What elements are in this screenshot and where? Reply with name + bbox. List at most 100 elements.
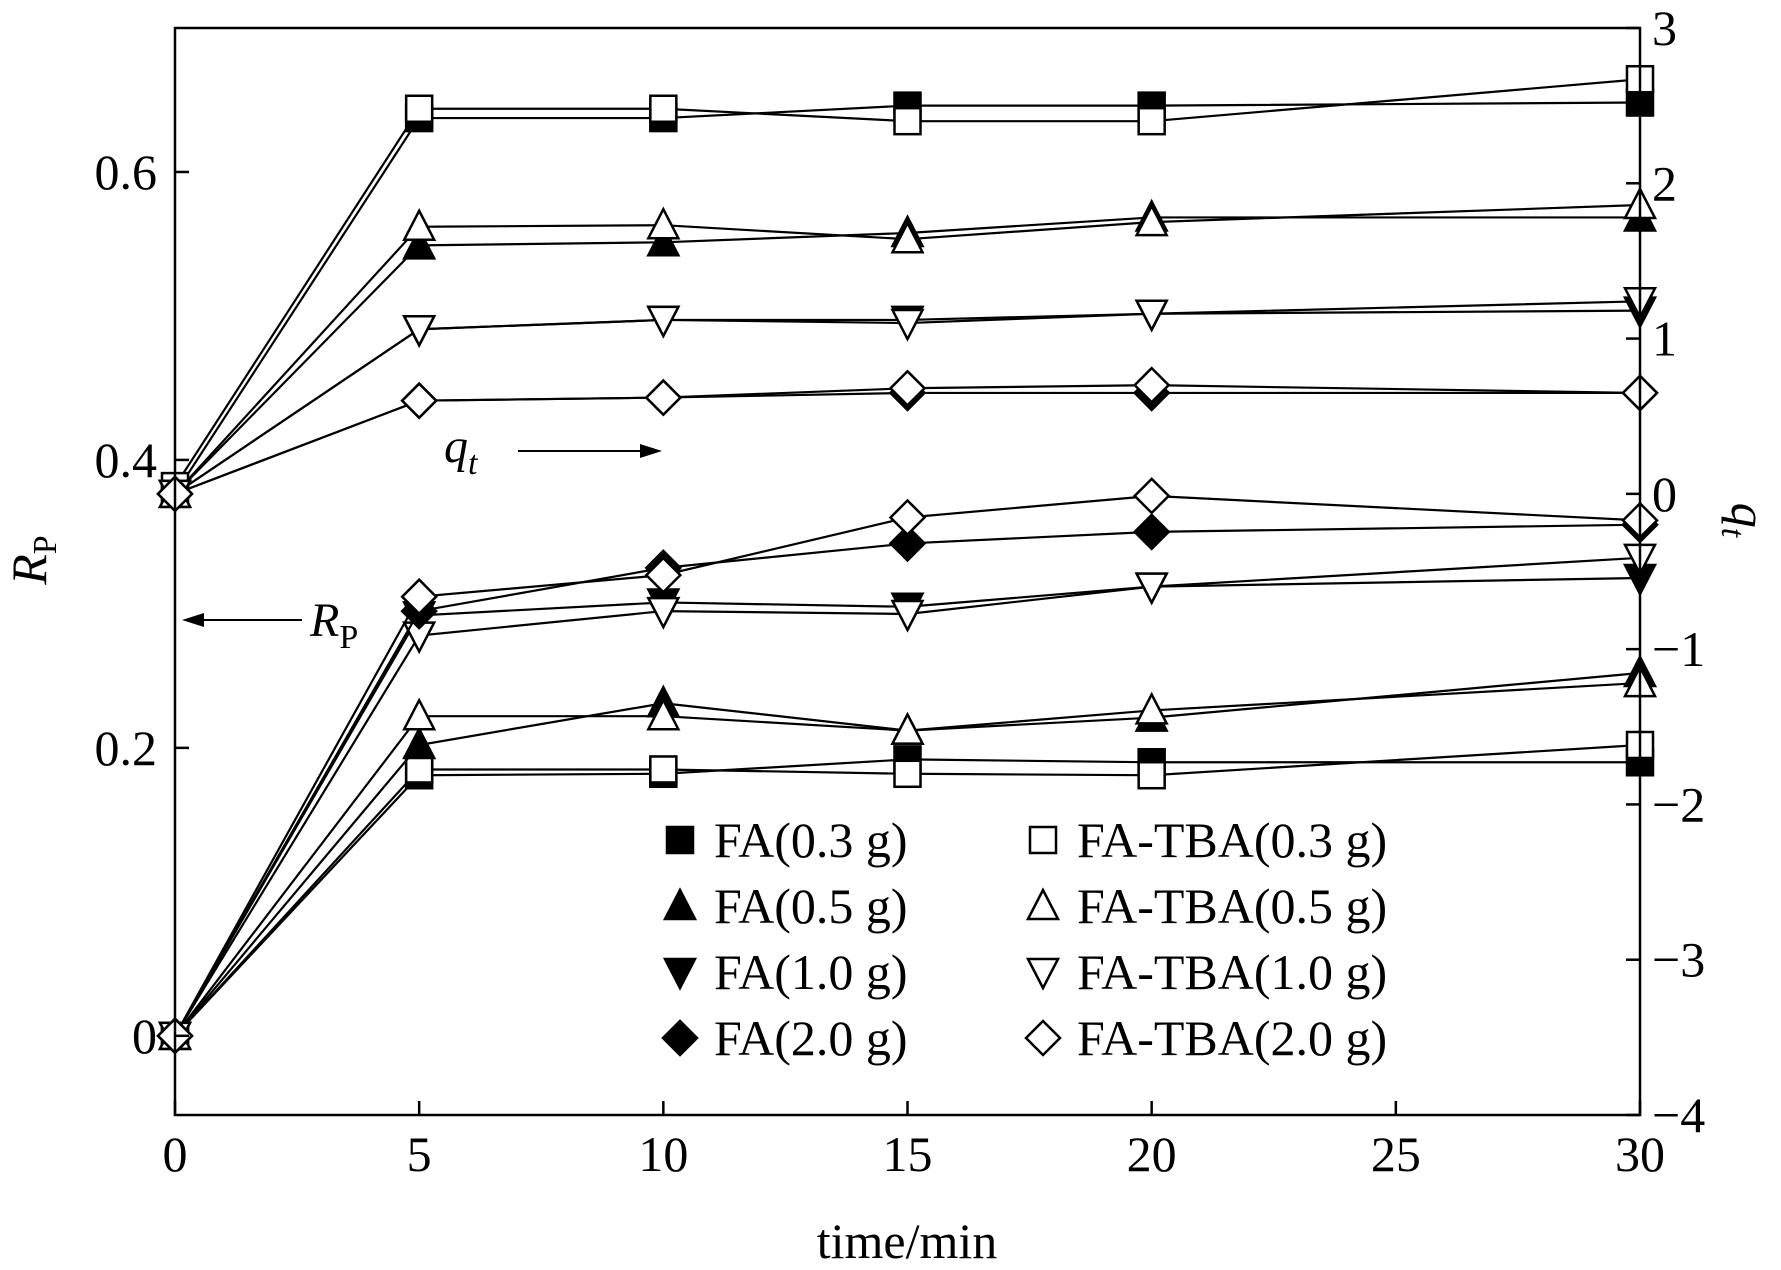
legend-marker-fa-tba-0-3-g [1028, 825, 1058, 855]
series-fa-tba-0-3-g-left-line [174, 743, 1641, 1037]
legend-item-fa-0-5-g: FA(0.5 g) [662, 878, 908, 934]
series-fa-tba-2-0-g-left-point-3 [888, 498, 927, 537]
series-layer [156, 64, 1659, 1055]
legend-label-fa-1-0-g: FA(1.0 g) [714, 944, 908, 1000]
series-fa-0-5-g-left-line [174, 671, 1641, 1037]
legend: FA(0.3 g) FA(0.5 g) FA(1.0 g) FA(2.0 g) FA-T… [661, 812, 1387, 1066]
x-tick-label: 30 [1615, 1126, 1665, 1182]
series-fa-tba-2-0-g-right-point-3 [888, 369, 927, 408]
series-fa-tba-0-3-g-left-point-3 [893, 759, 922, 789]
series-fa-tba-1-0-g-left-point-3 [890, 599, 925, 633]
y-right-tick-label: 0 [1652, 466, 1677, 522]
series-fa-tba-1-0-g-right-line [174, 300, 1641, 495]
legend-item-fa-2-0-g: FA(2.0 g) [661, 1010, 908, 1066]
legend-item-fa-tba-2-0-g: FA-TBA(2.0 g) [1024, 1010, 1387, 1066]
y-left-tick-label: 0.2 [95, 720, 158, 776]
series-fa-tba-2-0-g-right-point-1 [400, 381, 438, 420]
y-right-tick-label: −3 [1652, 932, 1705, 988]
x-tick-label: 0 [163, 1126, 188, 1182]
series-fa-tba-0-3-g-right-point-1 [404, 94, 434, 123]
legend-label-fa-tba-0-5-g: FA-TBA(0.5 g) [1077, 878, 1387, 934]
series-fa-tba-1-0-g-right-point-1 [402, 315, 437, 348]
series-fa-tba-0-3-g-left-point-4 [1137, 760, 1166, 790]
y-axis-left-title: RP [1, 535, 64, 585]
y-left-tick-label: 0.4 [95, 432, 158, 488]
y-right-tick-label: 2 [1652, 155, 1677, 211]
x-tick-label: 5 [407, 1126, 432, 1182]
qt-arrow-label: qt [444, 420, 479, 482]
y-right-tick-label: −1 [1652, 621, 1705, 677]
rp-arrow-annotation: RP [182, 594, 358, 656]
series-fa-tba-0-5-g-left-point-4 [1134, 691, 1169, 725]
legend-label-fa-0-5-g: FA(0.5 g) [714, 878, 908, 934]
series-fa-tba-0-5-g-left-point-3 [890, 711, 925, 745]
series-fa-tba-2-0-g-left [156, 477, 1659, 1055]
legend-item-fa-tba-0-5-g: FA-TBA(0.5 g) [1025, 878, 1387, 934]
legend-label-fa-tba-2-0-g: FA-TBA(2.0 g) [1077, 1010, 1387, 1066]
series-fa-tba-0-5-g-left-point-1 [402, 697, 437, 731]
y-axis-right-title-main: q [1721, 503, 1777, 528]
y-left-tick-label: 0.6 [95, 144, 158, 200]
y-right-tick-label: 1 [1652, 311, 1677, 367]
x-axis-title: time/min [817, 1213, 998, 1269]
rp-arrow-head [182, 613, 204, 627]
series-fa-0-3-g-left-line [174, 758, 1640, 1037]
qt-arrow-head [640, 444, 662, 458]
y-axis-left-title-main: R [1, 554, 57, 586]
legend-label-fa-0-3-g: FA(0.3 g) [714, 812, 908, 868]
series-fa-0-5-g-left-point-1 [402, 726, 437, 760]
legend-item-fa-tba-1-0-g: FA-TBA(1.0 g) [1025, 944, 1387, 1000]
legend-marker-fa-0-3-g [665, 825, 695, 855]
series-fa-tba-1-0-g-left-line [174, 556, 1641, 1037]
rp-arrow-label-sub: P [339, 619, 358, 656]
qt-arrow-label-sub: t [468, 445, 479, 482]
series-fa-tba-0-3-g-right-line [174, 78, 1641, 487]
series-fa-tba-0-5-g-right-point-4 [1134, 203, 1169, 237]
legend-marker-fa-0-5-g [662, 887, 698, 921]
series-fa-tba-2-0-g-left-point-2 [644, 556, 683, 594]
series-fa-0-5-g-right-point-1 [402, 226, 437, 260]
x-tick-label: 25 [1371, 1126, 1421, 1182]
series-fa-2-0-g-left-point-3 [888, 524, 927, 563]
y-right-tick-label: −4 [1652, 1087, 1705, 1143]
legend-item-fa-0-3-g: FA(0.3 g) [665, 812, 908, 868]
legend-label-fa-2-0-g: FA(2.0 g) [714, 1010, 908, 1066]
rp-arrow-label-main: R [309, 594, 339, 647]
series-fa-0-5-g-right-point-2 [646, 223, 681, 257]
series-fa-tba-0-5-g-right-point-1 [402, 208, 437, 242]
series-fa-2-0-g-left-point-4 [1132, 513, 1171, 551]
series-fa-tba-2-0-g-left-point-4 [1132, 477, 1171, 515]
qt-arrow-annotation: qt [444, 420, 662, 482]
y-left-tick-label: 0 [132, 1008, 157, 1064]
legend-marker-fa-tba-0-5-g [1025, 887, 1061, 921]
y-axis-right-title: qt [1714, 503, 1777, 539]
legend-item-fa-tba-0-3-g: FA-TBA(0.3 g) [1028, 812, 1387, 868]
legend-marker-fa-2-0-g [661, 1019, 699, 1057]
series-fa-tba-2-0-g-left-line [174, 494, 1641, 1037]
series-fa-tba-0-3-g-right-point-2 [649, 94, 678, 123]
series-fa-tba-0-5-g-left-point-2 [646, 697, 681, 731]
x-tick-label: 10 [638, 1126, 688, 1182]
series-fa-tba-2-0-g-right-point-4 [1132, 366, 1171, 404]
series-fa-tba-2-0-g-right-line [174, 384, 1641, 495]
legend-marker-fa-1-0-g [662, 957, 698, 991]
series-fa-tba-2-0-g-right-point-2 [644, 378, 683, 417]
series-fa-tba-0-3-g-left-point-2 [649, 755, 678, 784]
series-fa-tba-1-0-g-right-point-4 [1134, 299, 1169, 333]
series-fa-2-0-g-left-line [174, 523, 1641, 1037]
rp-arrow-label: RP [309, 594, 358, 656]
series-fa-tba-2-0-g-left-point-1 [400, 577, 438, 616]
y-axis-left-title-sub: P [27, 535, 64, 554]
series-fa-tba-0-5-g-left-line [174, 681, 1641, 1037]
series-fa-tba-0-5-g-right-point-2 [646, 206, 681, 240]
series-fa-tba-1-0-g-right-point-2 [646, 305, 681, 339]
series-fa-tba-1-0-g-left-point-4 [1134, 572, 1169, 606]
series-fa-tba-0-3-g-right-point-4 [1137, 106, 1166, 136]
series-fa-0-3-g-right-line [174, 101, 1641, 495]
series-fa-tba-0-3-g-left-point-1 [404, 755, 434, 784]
legend-label-fa-tba-0-3-g: FA-TBA(0.3 g) [1077, 812, 1387, 868]
series-fa-tba-1-0-g-right-point-3 [890, 308, 925, 342]
ticks-layer: 0 5 10 15 20 25 30 0 0.2 0.4 0.6 −4 −3 −2 −1 0 1 2 3 [95, 0, 1706, 1182]
